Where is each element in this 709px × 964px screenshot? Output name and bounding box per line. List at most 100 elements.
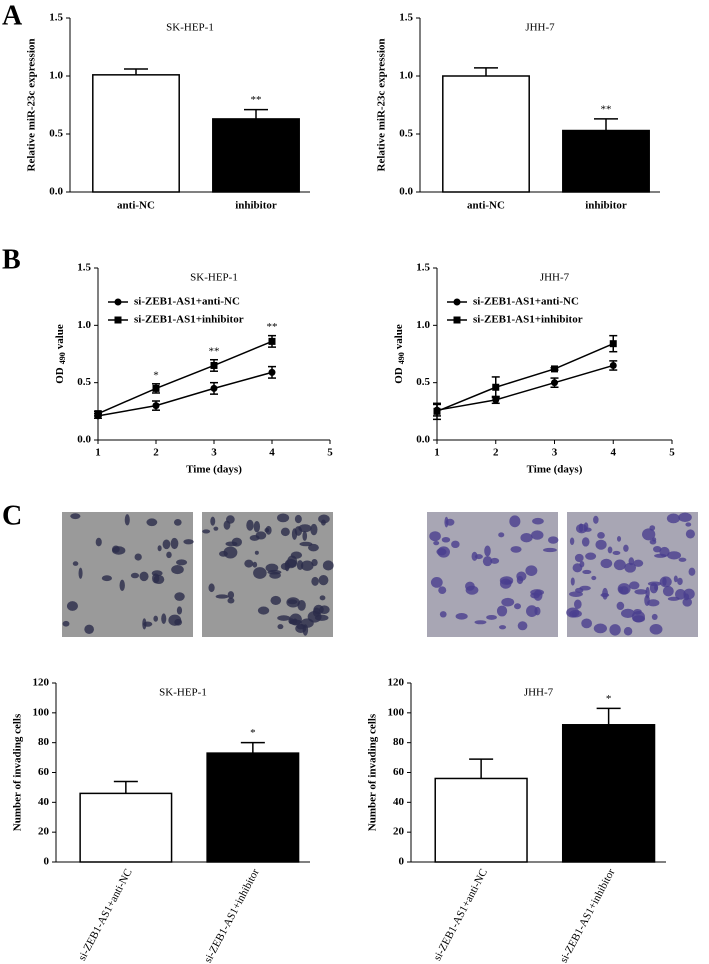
stained-cell	[157, 545, 162, 552]
series-line	[436, 342, 614, 413]
stained-cell	[482, 556, 493, 567]
stained-cell	[591, 575, 597, 581]
stained-cell	[484, 545, 491, 557]
y-tick-label: 0	[44, 856, 50, 868]
stained-cell	[628, 557, 635, 566]
stained-cell	[231, 537, 242, 547]
chart-title: SK-HEP-1	[166, 22, 214, 34]
stained-cell	[530, 589, 545, 596]
stained-cell	[202, 529, 211, 534]
significance: *	[250, 727, 256, 739]
stained-cell	[651, 613, 658, 621]
stained-cell	[208, 583, 215, 593]
stained-cell	[673, 575, 678, 583]
stained-cell	[227, 597, 235, 604]
x-tick-label: 2	[493, 447, 499, 459]
stained-cell	[219, 550, 228, 557]
stained-cell	[253, 520, 261, 533]
stained-cell	[210, 516, 216, 526]
stained-cell	[645, 586, 650, 599]
stained-cell	[613, 559, 626, 571]
stained-cell	[170, 537, 179, 550]
x-tick-label: inhibitor	[235, 200, 277, 212]
stained-cell	[653, 545, 662, 553]
stained-cell	[153, 574, 165, 585]
stained-cell	[649, 582, 658, 594]
x-tick-label: anti-NC	[117, 200, 155, 212]
stained-cell	[291, 528, 298, 540]
stained-cell	[436, 548, 447, 556]
series-line	[97, 340, 273, 415]
stained-cell	[574, 553, 584, 563]
y-tick-label: 100	[33, 706, 50, 718]
stained-cell	[504, 580, 513, 585]
legend-label: si-ZEB1-AS1+inhibitor	[134, 314, 244, 326]
panel-label: C	[2, 500, 22, 531]
x-tick-label: si-ZEB1-AS1+inhibitor	[202, 867, 262, 964]
stained-cell	[176, 606, 183, 615]
stained-cell	[607, 546, 613, 554]
stained-cell	[112, 545, 120, 553]
y-tick-label: 0.5	[49, 128, 63, 140]
significance: *	[606, 693, 612, 705]
stained-cell	[683, 588, 695, 600]
x-tick-label: inhibitor	[585, 200, 627, 212]
legend-marker	[453, 298, 461, 306]
y-axis-label-part: value	[54, 324, 66, 349]
stained-cell	[445, 518, 455, 526]
stained-cell	[517, 621, 528, 631]
stained-cell	[455, 613, 468, 620]
y-axis-label-part: OD	[393, 367, 405, 384]
y-tick-label: 1.5	[49, 12, 63, 24]
y-axis-label: OD 490 value	[54, 324, 67, 384]
stained-cell	[287, 555, 298, 568]
stained-cell	[70, 513, 81, 520]
stained-cell	[308, 543, 319, 552]
stained-cell	[280, 562, 291, 570]
stained-cell	[569, 591, 583, 597]
stained-cell	[585, 552, 597, 560]
stained-cell	[253, 567, 267, 579]
significance: **	[251, 94, 262, 106]
stained-cell	[318, 574, 329, 586]
y-axis-label-part: 490	[397, 352, 406, 364]
stained-cell	[289, 619, 302, 625]
stained-cell	[124, 514, 130, 526]
stained-cell	[270, 595, 282, 605]
stained-cell	[151, 570, 163, 577]
stained-cell	[633, 559, 644, 567]
stained-cell	[168, 614, 182, 626]
stained-cell	[227, 591, 235, 599]
stained-cell	[183, 539, 194, 545]
series-line	[97, 371, 273, 417]
stained-cell	[95, 537, 102, 547]
legend-marker	[453, 316, 461, 324]
y-tick-label: 0.0	[77, 434, 91, 446]
stained-cell	[496, 605, 508, 617]
chart-title: SK-HEP-1	[190, 272, 238, 284]
stained-cell	[570, 577, 575, 586]
stained-cell	[299, 541, 313, 547]
stained-cell	[525, 565, 538, 576]
stained-cell	[685, 529, 695, 539]
stained-cell	[547, 536, 559, 544]
stained-cell	[593, 515, 599, 524]
stained-cell	[574, 599, 582, 610]
stained-cell	[277, 615, 291, 621]
stained-cell	[162, 539, 171, 550]
stained-cell	[153, 615, 158, 622]
stained-cell	[322, 560, 334, 571]
stained-cell	[318, 514, 330, 524]
y-tick-label: 60	[393, 766, 405, 778]
stained-cell	[662, 585, 674, 597]
stained-cell	[649, 623, 663, 635]
y-tick-label: 40	[393, 796, 405, 808]
y-tick-label: 80	[38, 736, 50, 748]
stained-cell	[649, 525, 656, 531]
stained-cell	[510, 546, 522, 553]
stained-cell	[66, 601, 78, 611]
stained-cell	[685, 522, 692, 527]
stained-cell	[620, 608, 635, 618]
bar	[79, 792, 173, 863]
y-tick-label: 1.0	[49, 70, 63, 82]
